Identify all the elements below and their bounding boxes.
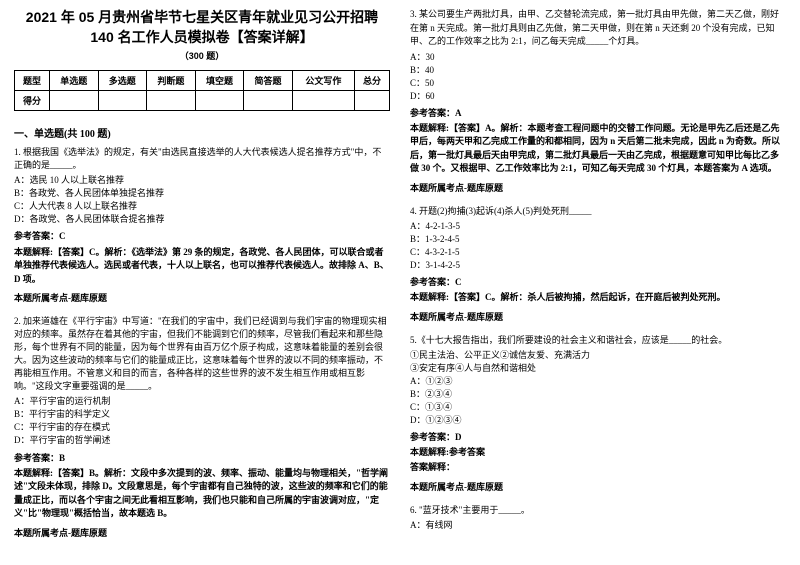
th: 总分: [355, 71, 390, 91]
q4-stem: 4. 开题(2)拘捕(3)起诉(4)杀人(5)判处死刑_____: [410, 205, 786, 218]
q5-stem: 5.《十七大报告指出，我们所要建设的社会主义和谐社会，应该是_____的社会。: [410, 334, 786, 347]
q5-explain: 答案解释：: [410, 461, 786, 475]
exam-subtitle: （300 题）: [14, 49, 390, 62]
document-page: 2021 年 05 月贵州省毕节七星关区青年就业见习公开招聘 140 名工作人员…: [0, 0, 800, 558]
q6-opt-a: A：有线网: [410, 519, 786, 532]
td: [244, 91, 293, 111]
q4-opt-c: C：4-3-2-1-5: [410, 246, 786, 259]
q1-opt-c: C：人大代表 8 人以上联名推荐: [14, 200, 390, 213]
q1-opt-d: D：各政党、各人民团体联合提名推荐: [14, 213, 390, 226]
q2-stem: 2. 加来道雄在《平行宇宙》中写道："在我们的宇宙中，我们已经调到与我们宇宙的物…: [14, 315, 390, 393]
th: 简答题: [244, 71, 293, 91]
table-header-row: 题型 单选题 多选题 判断题 填空题 简答题 公文写作 总分: [15, 71, 390, 91]
question-6: 6. "蓝牙技术"主要用于_____。 A：有线网: [410, 504, 786, 532]
question-1: 1. 根据我国《选举法》的规定，有关"由选民直接选举的人大代表候选人提名推荐方式…: [14, 146, 390, 305]
th: 填空题: [195, 71, 244, 91]
q2-source: 本题所属考点-题库原题: [14, 527, 390, 540]
q4-opt-a: A：4-2-1-3-5: [410, 220, 786, 233]
q5-line-1: ①民主法治、公平正义②诚信友爱、充满活力: [410, 349, 786, 362]
exam-title: 2021 年 05 月贵州省毕节七星关区青年就业见习公开招聘 140 名工作人员…: [14, 8, 390, 47]
q2-explain: 本题解释:【答案】B。解析：文段中多次提到的波、频率、振动、能量均与物理相关，"…: [14, 467, 390, 521]
q5-explain-label: 本题解释:参考答案: [410, 446, 786, 460]
q1-opt-b: B：各政党、各人民团体单独提名推荐: [14, 187, 390, 200]
th: 公文写作: [292, 71, 354, 91]
q1-answer: 参考答案：C: [14, 230, 390, 243]
q5-opt-a: A：①②③: [410, 375, 786, 388]
q1-explain: 本题解释:【答案】C。解析：《选举法》第 29 条的规定，各政党、各人民团体，可…: [14, 246, 390, 287]
td: [147, 91, 196, 111]
q2-opt-b: B：平行宇宙的科学定义: [14, 408, 390, 421]
q3-opt-c: C：50: [410, 77, 786, 90]
q5-opt-b: B：②③④: [410, 388, 786, 401]
q2-answer: 参考答案：B: [14, 452, 390, 465]
question-3: 3. 某公司要生产两批灯具，由甲、乙交替轮流完成，第一批灯具由甲先做，第二天乙做…: [410, 8, 786, 195]
q5-answer: 参考答案：D: [410, 431, 786, 444]
q4-opt-b: B：1-3-2-4-5: [410, 233, 786, 246]
th: 判断题: [147, 71, 196, 91]
section-heading: 一、单选题(共 100 题): [14, 125, 390, 140]
left-column: 2021 年 05 月贵州省毕节七星关区青年就业见习公开招聘 140 名工作人员…: [14, 8, 390, 550]
td: [355, 91, 390, 111]
q6-stem: 6. "蓝牙技术"主要用于_____。: [410, 504, 786, 517]
q2-opt-c: C：平行宇宙的存在模式: [14, 421, 390, 434]
q3-answer: 参考答案：A: [410, 107, 786, 120]
q5-opt-d: D：①②③④: [410, 414, 786, 427]
q3-source: 本题所属考点-题库原题: [410, 182, 786, 195]
td: [98, 91, 147, 111]
q3-opt-d: D：60: [410, 90, 786, 103]
th: 题型: [15, 71, 50, 91]
score-table: 题型 单选题 多选题 判断题 填空题 简答题 公文写作 总分 得分: [14, 70, 390, 111]
td-label: 得分: [15, 91, 50, 111]
q4-explain: 本题解释:【答案】C。解析：杀人后被拘捕，然后起诉，在开庭后被判处死刑。: [410, 291, 786, 305]
td: [292, 91, 354, 111]
q3-explain: 本题解释:【答案】A。解析：本题考查工程问题中的交替工作问题。无论是甲先乙后还是…: [410, 122, 786, 176]
q1-stem: 1. 根据我国《选举法》的规定，有关"由选民直接选举的人大代表候选人提名推荐方式…: [14, 146, 390, 172]
question-5: 5.《十七大报告指出，我们所要建设的社会主义和谐社会，应该是_____的社会。 …: [410, 334, 786, 494]
q4-answer: 参考答案：C: [410, 276, 786, 289]
question-4: 4. 开题(2)拘捕(3)起诉(4)杀人(5)判处死刑_____ A：4-2-1…: [410, 205, 786, 324]
q3-opt-a: A：30: [410, 51, 786, 64]
table-score-row: 得分: [15, 91, 390, 111]
q5-opt-c: C：①③④: [410, 401, 786, 414]
right-column: 3. 某公司要生产两批灯具，由甲、乙交替轮流完成，第一批灯具由甲先做，第二天乙做…: [410, 8, 786, 550]
q1-source: 本题所属考点-题库原题: [14, 292, 390, 305]
td: [49, 91, 98, 111]
question-2: 2. 加来道雄在《平行宇宙》中写道："在我们的宇宙中，我们已经调到与我们宇宙的物…: [14, 315, 390, 540]
q2-opt-d: D：平行宇宙的哲学阐述: [14, 434, 390, 447]
q5-line-2: ③安定有序④人与自然和谐相处: [410, 362, 786, 375]
q1-opt-a: A：选民 10 人以上联名推荐: [14, 174, 390, 187]
q3-opt-b: B：40: [410, 64, 786, 77]
q2-opt-a: A：平行宇宙的运行机制: [14, 395, 390, 408]
th: 多选题: [98, 71, 147, 91]
q5-source: 本题所属考点-题库原题: [410, 481, 786, 494]
td: [195, 91, 244, 111]
th: 单选题: [49, 71, 98, 91]
q3-stem: 3. 某公司要生产两批灯具，由甲、乙交替轮流完成，第一批灯具由甲先做，第二天乙做…: [410, 8, 786, 49]
q4-opt-d: D：3-1-4-2-5: [410, 259, 786, 272]
q4-source: 本题所属考点-题库原题: [410, 311, 786, 324]
